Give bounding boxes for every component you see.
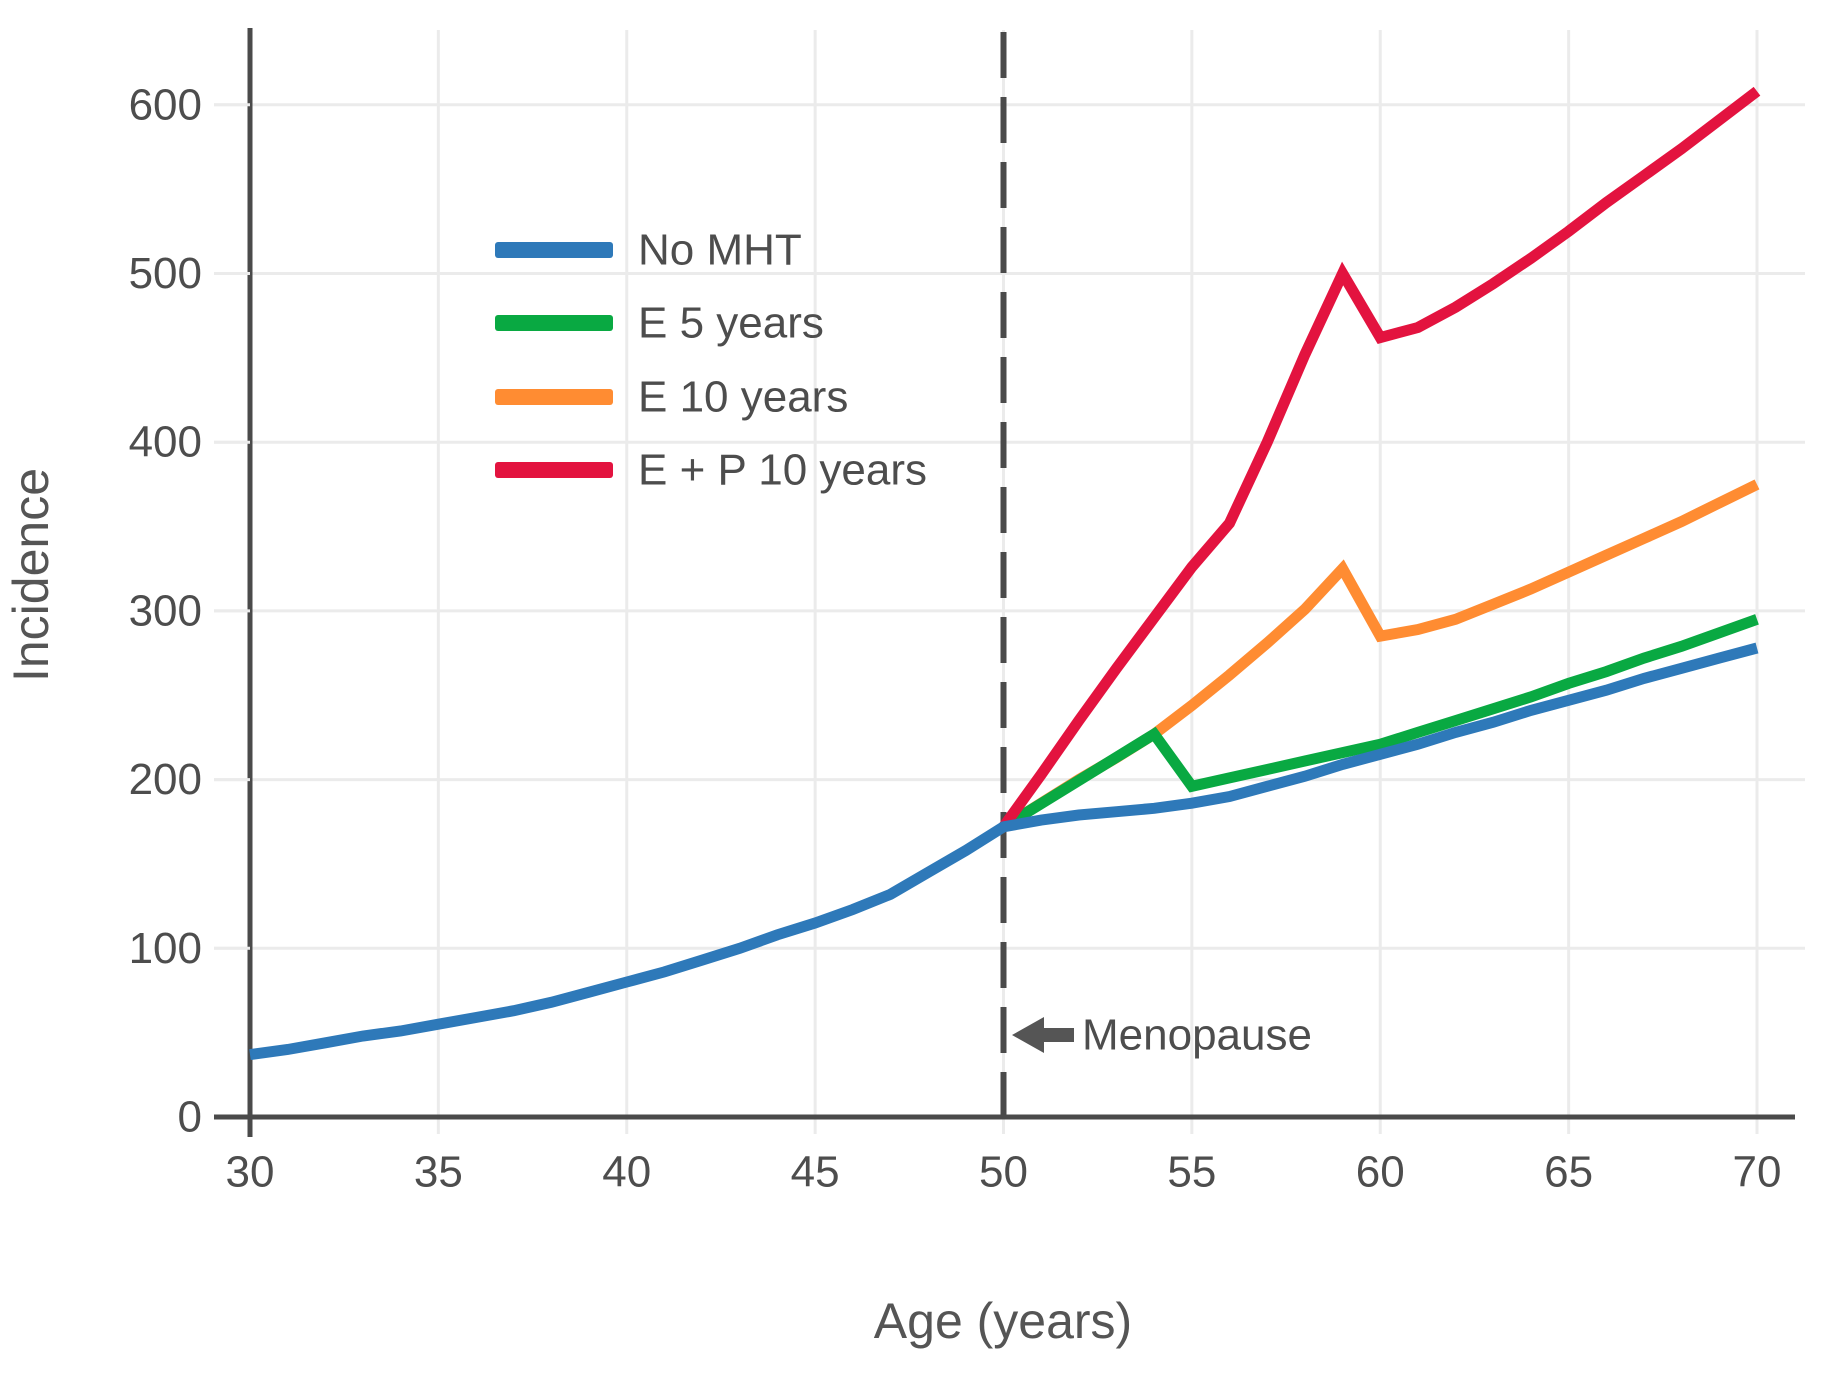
y-tick-label-300: 300 <box>129 586 202 635</box>
y-axis-title: Incidence <box>3 468 59 682</box>
x-tick-label-35: 35 <box>414 1148 463 1197</box>
legend-swatch <box>495 315 613 331</box>
legend-swatch <box>495 242 613 258</box>
legend-label: No MHT <box>638 226 802 275</box>
legend-item-e-10-years: E 10 years <box>495 373 848 422</box>
series-line-e-5-years <box>1000 614 1759 832</box>
legend-swatch <box>495 462 613 478</box>
menopause-annotation: Menopause <box>1012 1011 1312 1060</box>
y-tick-label-600: 600 <box>129 80 202 129</box>
legend-label: E 10 years <box>638 373 848 422</box>
series-line-no-mht <box>249 642 1759 1061</box>
legend-label: E 5 years <box>638 299 824 348</box>
x-tick-label-65: 65 <box>1544 1148 1593 1197</box>
y-tick-label-200: 200 <box>129 755 202 804</box>
y-tick-label-500: 500 <box>129 249 202 298</box>
series-line-e-p-10-years <box>999 86 1761 831</box>
legend-label: E + P 10 years <box>638 446 927 495</box>
y-tick-label-100: 100 <box>129 924 202 973</box>
x-tick-label-40: 40 <box>602 1148 651 1197</box>
x-tick-label-70: 70 <box>1733 1148 1782 1197</box>
tick-labels: 30 35 40 45 50 55 60 65 70 0 100 200 300 400 500 600 <box>129 80 1782 1196</box>
legend-item-no-mht: No MHT <box>495 226 802 275</box>
x-tick-label-50: 50 <box>979 1148 1028 1197</box>
x-axis-title: Age (years) <box>874 1293 1132 1349</box>
menopause-label: Menopause <box>1082 1011 1312 1060</box>
y-tick-label-400: 400 <box>129 418 202 467</box>
gridlines <box>214 30 1805 1134</box>
legend-item-e-p-10-years: E + P 10 years <box>495 446 927 495</box>
x-tick-label-60: 60 <box>1356 1148 1405 1197</box>
x-tick-label-55: 55 <box>1167 1148 1216 1197</box>
legend: No MHT E 5 years E 10 years E + P 10 years <box>495 226 927 495</box>
x-tick-label-30: 30 <box>226 1148 275 1197</box>
y-tick-label-0: 0 <box>178 1093 202 1142</box>
data-series <box>249 86 1761 1061</box>
legend-swatch <box>495 389 613 405</box>
axes <box>214 28 1795 1137</box>
x-tick-label-45: 45 <box>791 1148 840 1197</box>
legend-item-e-5-years: E 5 years <box>495 299 824 348</box>
left-arrow-icon <box>1012 1017 1074 1053</box>
